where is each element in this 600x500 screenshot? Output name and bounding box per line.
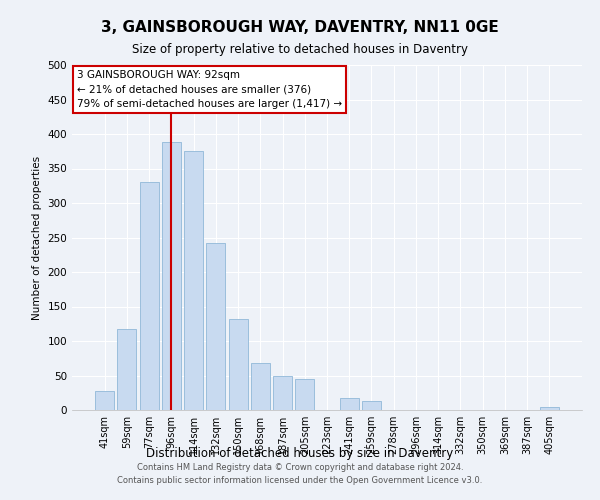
Text: 3 GAINSBOROUGH WAY: 92sqm
← 21% of detached houses are smaller (376)
79% of semi: 3 GAINSBOROUGH WAY: 92sqm ← 21% of detac… <box>77 70 342 109</box>
Bar <box>273 376 292 410</box>
Bar <box>540 406 559 410</box>
Bar <box>206 243 225 410</box>
Bar <box>162 142 181 410</box>
Bar <box>118 330 136 410</box>
Text: 3, GAINSBOROUGH WAY, DAVENTRY, NN11 0GE: 3, GAINSBOROUGH WAY, DAVENTRY, NN11 0GE <box>101 20 499 35</box>
Text: Distribution of detached houses by size in Daventry: Distribution of detached houses by size … <box>146 448 454 460</box>
Bar <box>184 150 203 410</box>
Text: Contains HM Land Registry data © Crown copyright and database right 2024.
Contai: Contains HM Land Registry data © Crown c… <box>118 464 482 485</box>
Y-axis label: Number of detached properties: Number of detached properties <box>32 156 42 320</box>
Text: Size of property relative to detached houses in Daventry: Size of property relative to detached ho… <box>132 42 468 56</box>
Bar <box>140 182 158 410</box>
Bar <box>340 398 359 410</box>
Bar <box>362 401 381 410</box>
Bar <box>95 390 114 410</box>
Bar <box>295 379 314 410</box>
Bar <box>251 363 270 410</box>
Bar <box>229 319 248 410</box>
